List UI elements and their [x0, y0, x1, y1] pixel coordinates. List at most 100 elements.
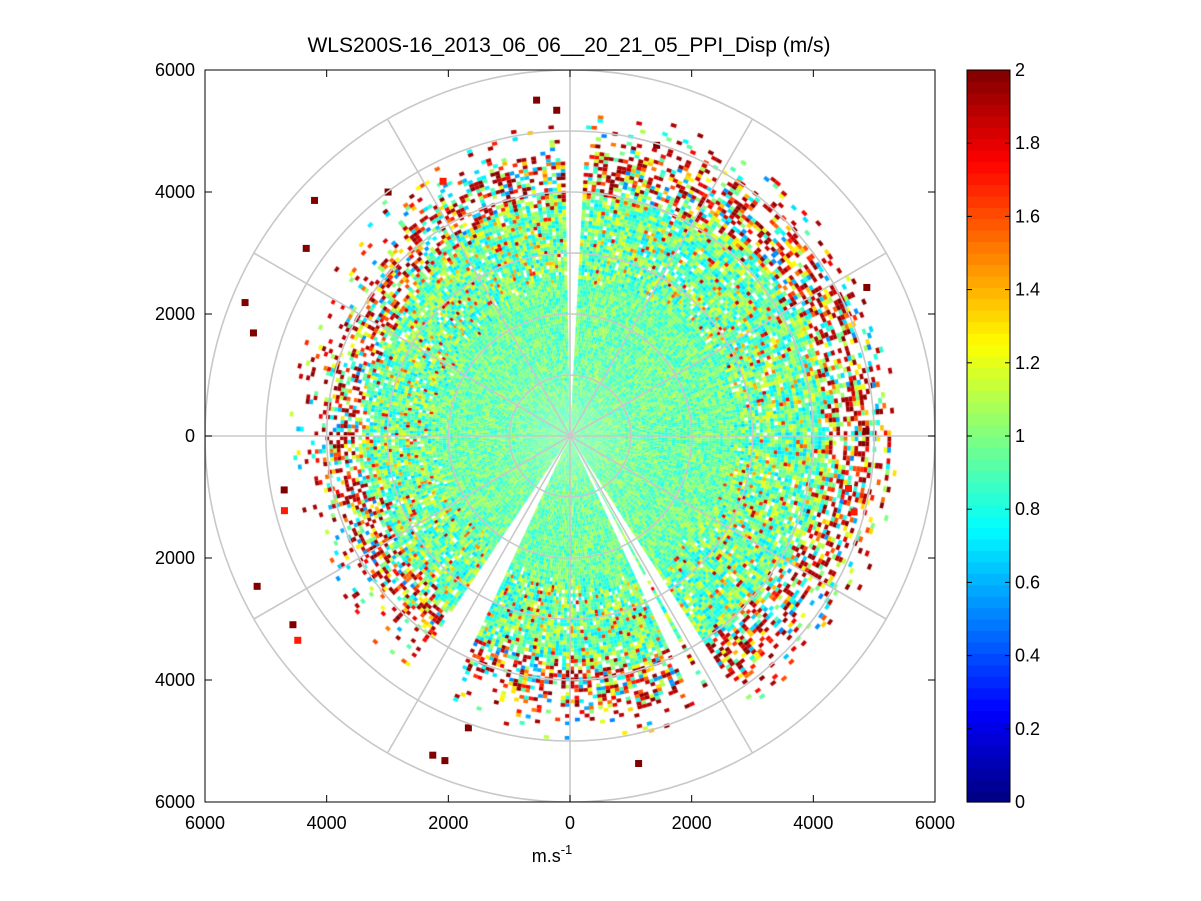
- colorbar-tick-label: 1.4: [1015, 280, 1040, 300]
- colorbar-step: [967, 115, 1010, 128]
- colorbar-step: [967, 390, 1010, 403]
- y-tick-label: 0: [185, 426, 195, 446]
- colorbar-step: [967, 344, 1010, 357]
- colorbar-step: [967, 641, 1010, 654]
- colorbar-step: [967, 767, 1010, 780]
- colorbar-step: [967, 241, 1010, 254]
- outlier-cell: [844, 485, 852, 493]
- azimuth-spoke: [569, 118, 754, 437]
- colorbar-step: [967, 721, 1010, 734]
- colorbar-ticks: 0 0.2 0.4 0.6 0.8 1 1.2 1.4 1.6 1.8 2: [967, 60, 1040, 812]
- colorbar-tick-label: 1.6: [1015, 206, 1040, 226]
- outlier-cell: [850, 508, 858, 516]
- colorbar-step: [967, 436, 1010, 449]
- colorbar-step: [967, 687, 1010, 700]
- azimuth-spoke: [386, 435, 571, 754]
- colorbar-step: [967, 92, 1010, 105]
- colorbar-tick-label: 0.4: [1015, 646, 1040, 666]
- colorbar-fill: [967, 70, 1010, 803]
- colorbar-step: [967, 447, 1010, 460]
- x-tick-label: 6000: [185, 813, 225, 833]
- colorbar-step: [967, 756, 1010, 769]
- x-tick-label: 2000: [428, 813, 468, 833]
- colorbar-step: [967, 275, 1010, 288]
- colorbar-step: [967, 333, 1010, 346]
- colorbar-step: [967, 527, 1010, 540]
- colorbar-step: [967, 321, 1010, 334]
- colorbar-step: [967, 172, 1010, 185]
- outlier-cell: [533, 96, 541, 104]
- colorbar-step: [967, 458, 1010, 471]
- colorbar-step: [967, 150, 1010, 163]
- colorbar-step: [967, 676, 1010, 689]
- outlier-cell: [439, 177, 447, 185]
- colorbar-step: [967, 161, 1010, 174]
- outlier-cell: [294, 636, 302, 644]
- colorbar-step: [967, 550, 1010, 563]
- colorbar-tick-label: 1: [1015, 426, 1025, 446]
- polar-grid: [205, 70, 935, 802]
- outlier-cell: [429, 751, 437, 759]
- colorbar-step: [967, 664, 1010, 677]
- x-tick-label: 6000: [915, 813, 955, 833]
- outlier-cell: [862, 427, 870, 435]
- outlier-cell: [280, 486, 288, 494]
- colorbar-step: [967, 264, 1010, 277]
- colorbar-step: [967, 378, 1010, 391]
- x-tick-label: 2000: [672, 813, 712, 833]
- outlier-cell: [249, 329, 257, 337]
- outlier-cell: [863, 283, 871, 291]
- y-tick-label: 4000: [155, 670, 195, 690]
- x-tick-labels: 6000 4000 2000 0 2000 4000 6000: [185, 813, 955, 833]
- colorbar-step: [967, 619, 1010, 632]
- colorbar-step: [967, 699, 1010, 712]
- azimuth-spoke: [253, 252, 571, 437]
- y-tick-label: 6000: [155, 792, 195, 812]
- colorbar-step: [967, 424, 1010, 437]
- colorbar-step: [967, 596, 1010, 609]
- y-tick-label: 2000: [155, 304, 195, 324]
- azimuth-spoke: [569, 435, 887, 620]
- azimuth-spoke: [386, 118, 571, 437]
- outlier-cell: [441, 757, 449, 765]
- colorbar-step: [967, 607, 1010, 620]
- outlier-cell: [553, 106, 561, 114]
- colorbar-tick-label: 1.8: [1015, 133, 1040, 153]
- colorbar-step: [967, 310, 1010, 323]
- azimuth-spoke: [253, 435, 571, 620]
- colorbar-step: [967, 70, 1010, 83]
- outlier-cell: [653, 141, 661, 149]
- colorbar-step: [967, 401, 1010, 414]
- colorbar-step: [967, 413, 1010, 426]
- x-tick-label: 4000: [793, 813, 833, 833]
- outlier-cell: [280, 507, 288, 515]
- colorbar-step: [967, 81, 1010, 94]
- azimuth-spoke: [569, 435, 754, 754]
- colorbar-step: [967, 733, 1010, 746]
- outlier-cell: [311, 196, 319, 204]
- colorbar-tick-label: 0: [1015, 792, 1025, 812]
- outlier-cell: [464, 724, 472, 732]
- colorbar-tick-label: 0.6: [1015, 572, 1040, 592]
- colorbar-step: [967, 493, 1010, 506]
- x-axis-label: m.s-1: [532, 842, 573, 866]
- colorbar-step: [967, 744, 1010, 757]
- colorbar-step: [967, 481, 1010, 494]
- colorbar-step: [967, 710, 1010, 723]
- y-tick-label: 4000: [155, 182, 195, 202]
- colorbar-step: [967, 779, 1010, 792]
- outlier-cell: [253, 582, 261, 590]
- colorbar-tick-label: 0.8: [1015, 499, 1040, 519]
- colorbar-step: [967, 104, 1010, 117]
- colorbar-step: [967, 287, 1010, 300]
- x-tick-label: 4000: [307, 813, 347, 833]
- chart-title: WLS200S-16_2013_06_06__20_21_05_PPI_Disp…: [307, 34, 830, 57]
- colorbar-step: [967, 207, 1010, 220]
- x-tick-label: 0: [565, 813, 575, 833]
- colorbar-step: [967, 470, 1010, 483]
- colorbar-tick-label: 0.2: [1015, 719, 1040, 739]
- outlier-cell: [302, 244, 310, 252]
- colorbar-step: [967, 138, 1010, 151]
- y-tick-label: 6000: [155, 60, 195, 80]
